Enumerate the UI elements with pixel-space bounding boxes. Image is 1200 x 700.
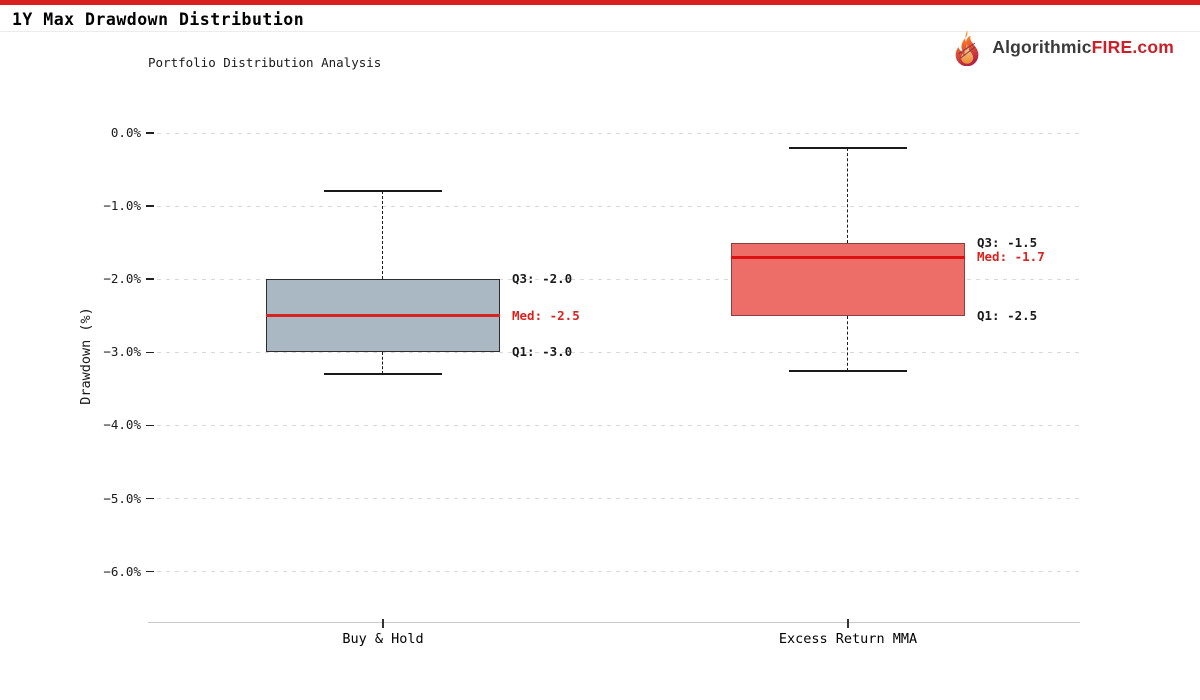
top-accent-bar [0, 0, 1200, 5]
annotation-q1: Q1: -3.0 [512, 344, 573, 360]
annotation-q3: Q3: -1.5 [977, 234, 1038, 250]
y-tick-mark [146, 497, 154, 500]
gridline [148, 278, 1080, 280]
brand-suffix: .com [1132, 36, 1174, 57]
y-tick-mark [146, 351, 154, 354]
flame-icon [948, 28, 986, 66]
whisker-cap-bottom [789, 369, 907, 372]
x-category-label: Excess Return MMA [778, 631, 918, 647]
box-iqr [731, 242, 965, 316]
brand-name: Algorithmic [992, 36, 1092, 57]
y-tick-label: −2.0% [103, 271, 141, 287]
gridline [148, 424, 1080, 426]
median-line [731, 255, 965, 259]
y-tick-mark [146, 278, 154, 280]
whisker-cap-bottom [324, 373, 442, 376]
whisker-upper [847, 147, 849, 243]
gridline [148, 571, 1080, 573]
whisker-upper [382, 191, 384, 280]
x-tick-mark [847, 619, 849, 628]
y-tick-mark [146, 132, 154, 134]
y-tick-mark [146, 205, 154, 207]
brand-logo: AlgorithmicFIRE.com [948, 27, 1174, 67]
x-axis-line [148, 622, 1080, 623]
gridline [148, 351, 1080, 353]
whisker-lower [847, 315, 849, 371]
gridline [148, 132, 1080, 134]
y-tick-label: −3.0% [103, 344, 141, 360]
y-tick-label: −6.0% [103, 563, 141, 579]
median-line [266, 314, 500, 318]
y-tick-label: −4.0% [103, 417, 141, 433]
y-tick-mark [146, 424, 154, 427]
y-tick-label: −1.0% [103, 198, 141, 214]
gridline [148, 205, 1080, 207]
y-tick-label: 0.0% [110, 125, 141, 140]
page-title: 1Y Max Drawdown Distribution [12, 10, 305, 29]
chart-subtitle: Portfolio Distribution Analysis [148, 55, 382, 70]
annotation-q1: Q1: -2.5 [977, 307, 1038, 323]
header-divider [0, 31, 1200, 32]
brand-fire: FIRE [1091, 36, 1133, 57]
whisker-lower [382, 352, 384, 375]
x-tick-mark [382, 619, 384, 628]
annotation-q3: Q3: -2.0 [512, 271, 573, 287]
gridline [148, 498, 1080, 499]
brand-text: AlgorithmicFIRE.com [992, 37, 1174, 58]
annotation-median: Med: -1.7 [977, 249, 1045, 265]
y-tick-label: −5.0% [103, 490, 141, 506]
x-category-label: Buy & Hold [342, 631, 424, 647]
annotation-median: Med: -2.5 [512, 307, 580, 323]
y-tick-mark [146, 570, 154, 573]
